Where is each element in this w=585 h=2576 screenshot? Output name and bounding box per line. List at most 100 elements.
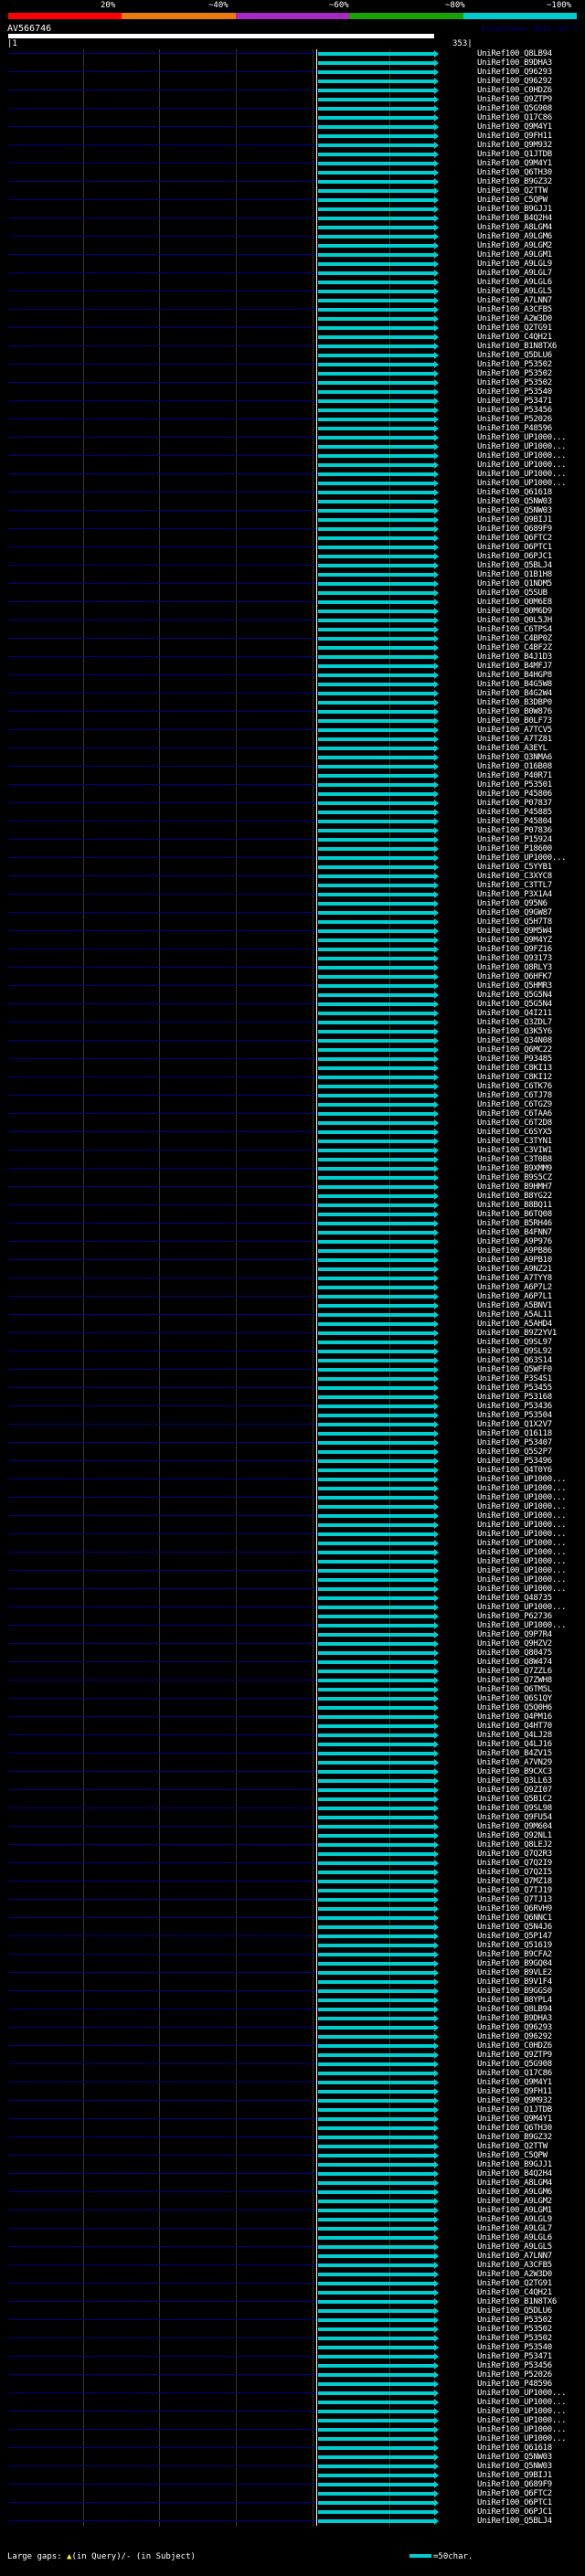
hit-bar[interactable]	[318, 253, 434, 257]
hit-id-label[interactable]: UniRef100_Q9M4YZ	[477, 936, 552, 945]
hit-id-label[interactable]: UniRef100_B8YPL4	[477, 1996, 552, 2005]
hit-bar[interactable]	[318, 1149, 434, 1152]
hit-row[interactable]	[8, 2151, 439, 2160]
hit-bar[interactable]	[318, 838, 434, 842]
hit-id-label[interactable]: UniRef100_Q689F9	[477, 2480, 552, 2489]
hit-id-label[interactable]: UniRef100_Q9P7R4	[477, 1630, 552, 1639]
hit-id-label[interactable]: UniRef100_Q5S2P7	[477, 1447, 552, 1457]
hit-bar[interactable]	[318, 1322, 434, 1326]
hit-row[interactable]	[8, 2517, 439, 2526]
hit-bar[interactable]	[318, 2437, 434, 2441]
hit-row[interactable]	[8, 104, 439, 113]
hit-bar[interactable]	[318, 1203, 434, 1207]
hit-id-label[interactable]: UniRef100_Q0M6D9	[477, 607, 552, 616]
hit-id-label[interactable]: UniRef100_Q7Q2R3	[477, 1850, 552, 1859]
hit-row[interactable]	[8, 561, 439, 570]
hit-bar[interactable]	[318, 281, 434, 284]
hit-bar[interactable]	[318, 1066, 434, 1070]
hit-row[interactable]	[8, 2270, 439, 2279]
hit-bar[interactable]	[318, 1030, 434, 1034]
hit-row[interactable]	[8, 1932, 439, 1941]
hit-id-label[interactable]: UniRef100_Q8W474	[477, 1658, 552, 1667]
hit-row[interactable]	[8, 1310, 439, 1320]
hit-bar[interactable]	[318, 1350, 434, 1353]
hit-row[interactable]	[8, 2142, 439, 2151]
hit-row[interactable]	[8, 1621, 439, 1630]
hit-bar[interactable]	[318, 1642, 434, 1646]
hit-id-label[interactable]: UniRef100_C3VIW1	[477, 1146, 552, 1155]
hit-id-label[interactable]: UniRef100_Q9ZI07	[477, 1786, 552, 1795]
hit-id-label[interactable]: UniRef100_C6SYX5	[477, 1128, 552, 1137]
hit-row[interactable]	[8, 2069, 439, 2078]
hit-bar[interactable]	[318, 1596, 434, 1600]
hit-id-label[interactable]: UniRef100_C3XYC8	[477, 872, 552, 881]
hit-bar[interactable]	[318, 1487, 434, 1490]
hit-id-label[interactable]: UniRef100_A3CFB5	[477, 2261, 552, 2270]
hit-row[interactable]	[8, 351, 439, 360]
hit-row[interactable]	[8, 2443, 439, 2453]
hit-id-label[interactable]: UniRef100_C6T2D8	[477, 1118, 552, 1128]
hit-id-label[interactable]: UniRef100_Q9GW87	[477, 908, 552, 917]
hit-id-label[interactable]: UniRef100_UP1000...	[477, 479, 567, 488]
hit-bar[interactable]	[318, 518, 434, 522]
hit-bar[interactable]	[318, 2136, 434, 2139]
hit-id-label[interactable]: UniRef100_A8LGM4	[477, 223, 552, 232]
hit-id-label[interactable]: UniRef100_A2W3D0	[477, 314, 552, 323]
hit-row[interactable]	[8, 1977, 439, 1987]
hit-bar[interactable]	[318, 2081, 434, 2084]
hit-id-label[interactable]: UniRef100_A9LGL7	[477, 2224, 552, 2233]
hit-id-label[interactable]: UniRef100_P53456	[477, 406, 552, 415]
hit-id-label[interactable]: UniRef100_Q9SL97	[477, 1338, 552, 1347]
hit-row[interactable]	[8, 1904, 439, 1913]
hit-bar[interactable]	[318, 2218, 434, 2221]
hit-bar[interactable]	[318, 2465, 434, 2468]
hit-id-label[interactable]: UniRef100_UP1000...	[477, 470, 567, 479]
hit-row[interactable]	[8, 716, 439, 726]
hit-id-label[interactable]: UniRef100_O6PTC1	[477, 2498, 552, 2507]
hit-bar[interactable]	[318, 2474, 434, 2477]
hit-row[interactable]	[8, 2352, 439, 2361]
hit-bar[interactable]	[318, 2327, 434, 2331]
hit-id-label[interactable]: UniRef100_Q96293	[477, 2023, 552, 2032]
hit-row[interactable]	[8, 2115, 439, 2124]
hit-id-label[interactable]: UniRef100_Q5G908	[477, 104, 552, 113]
hit-row[interactable]	[8, 360, 439, 369]
hit-bar[interactable]	[318, 1861, 434, 1865]
hit-id-label[interactable]: UniRef100_Q9BIJ1	[477, 515, 552, 525]
hit-row[interactable]	[8, 1731, 439, 1740]
hit-row[interactable]	[8, 2370, 439, 2380]
hit-id-label[interactable]: UniRef100_B9GZ32	[477, 2133, 552, 2142]
hit-bar[interactable]	[318, 134, 434, 138]
hit-row[interactable]	[8, 1393, 439, 1402]
hit-bar[interactable]	[318, 2172, 434, 2176]
hit-row[interactable]	[8, 1155, 439, 1164]
hit-id-label[interactable]: UniRef100_P15924	[477, 835, 552, 844]
hit-bar[interactable]	[318, 747, 434, 750]
hit-bar[interactable]	[318, 2346, 434, 2349]
hit-id-label[interactable]: UniRef100_UP1000...	[477, 461, 567, 470]
hit-id-label[interactable]: UniRef100_Q3NMA6	[477, 753, 552, 762]
hit-id-label[interactable]: UniRef100_Q96292	[477, 77, 552, 86]
hit-id-label[interactable]: UniRef100_Q96292	[477, 2032, 552, 2041]
hit-id-label[interactable]: UniRef100_Q3LL63	[477, 1776, 552, 1786]
hit-id-label[interactable]: UniRef100_Q9SL98	[477, 1804, 552, 1813]
hit-row[interactable]	[8, 186, 439, 196]
hit-bar[interactable]	[318, 153, 434, 156]
hit-row[interactable]	[8, 2188, 439, 2197]
hit-bar[interactable]	[318, 2190, 434, 2194]
hit-id-label[interactable]: UniRef100_Q48735	[477, 1594, 552, 1603]
hit-bar[interactable]	[318, 1551, 434, 1554]
hit-row[interactable]	[8, 1429, 439, 1438]
hit-bar[interactable]	[318, 2501, 434, 2505]
hit-id-label[interactable]: UniRef100_C4BF2Z	[477, 643, 552, 652]
hit-row[interactable]	[8, 2197, 439, 2206]
hit-id-label[interactable]: UniRef100_B9CFA2	[477, 1950, 552, 1959]
hit-bar[interactable]	[318, 1112, 434, 1116]
hit-bar[interactable]	[318, 2117, 434, 2121]
hit-row[interactable]	[8, 1146, 439, 1155]
hit-bar[interactable]	[318, 162, 434, 165]
hit-bar[interactable]	[318, 573, 434, 577]
hit-bar[interactable]	[318, 728, 434, 732]
hit-bar[interactable]	[318, 1176, 434, 1180]
hit-id-label[interactable]: UniRef100_C0HDZ6	[477, 86, 552, 95]
